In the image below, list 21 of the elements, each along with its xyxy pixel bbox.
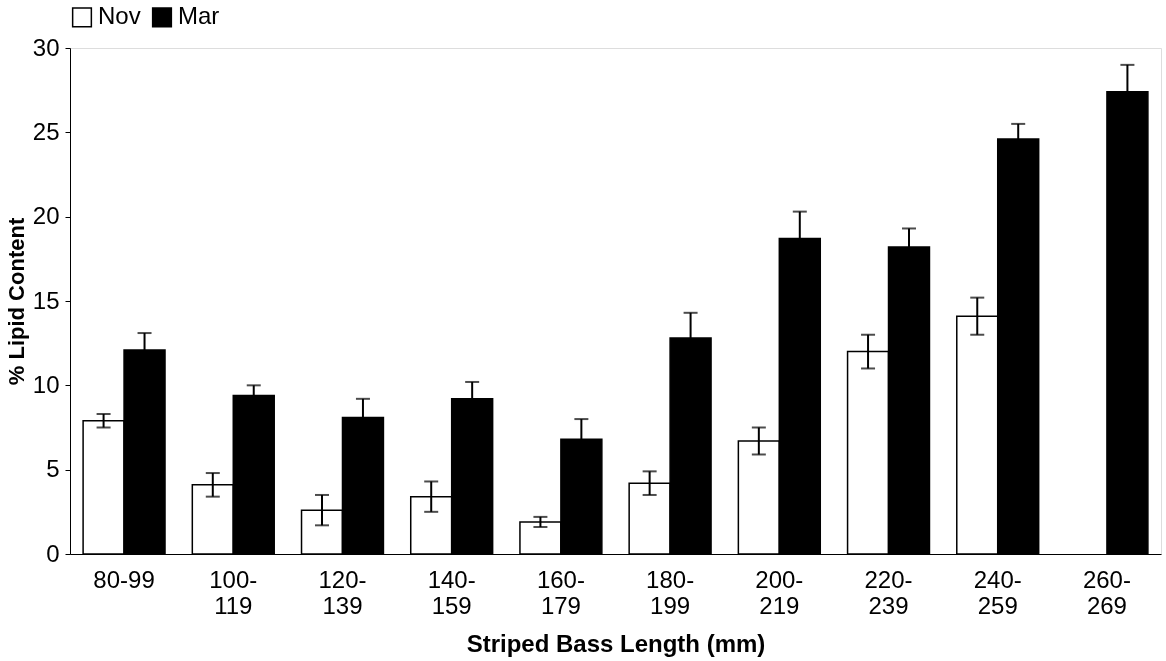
- y-tick-label: 20: [32, 202, 60, 230]
- x-tick-label: 80-99: [93, 565, 155, 593]
- y-tick-label: 5: [46, 455, 60, 483]
- x-tick-label: 180-199: [646, 565, 695, 619]
- y-axis-title: % Lipid Content: [3, 217, 29, 386]
- y-tick-label: 0: [46, 539, 60, 567]
- x-tick-label: 240-259: [973, 565, 1022, 619]
- legend-label: Nov: [98, 2, 141, 30]
- x-tick-label: 120-139: [318, 565, 367, 619]
- y-tick-label: 25: [32, 117, 60, 145]
- y-tick-label: 10: [32, 370, 60, 398]
- x-tick-label: 220-239: [864, 565, 913, 619]
- y-tick-label: 15: [32, 286, 60, 314]
- y-tick-label: 30: [32, 33, 60, 61]
- x-tick-label: 100-119: [209, 565, 258, 619]
- x-tick-label: 160-179: [536, 565, 585, 619]
- x-axis-title: Striped Bass Length (mm): [466, 629, 766, 657]
- x-tick-label: 200-219: [755, 565, 804, 619]
- x-tick-label: 260-269: [1082, 565, 1131, 619]
- x-tick-label: 140-159: [427, 565, 476, 619]
- legend-label: Mar: [178, 2, 220, 30]
